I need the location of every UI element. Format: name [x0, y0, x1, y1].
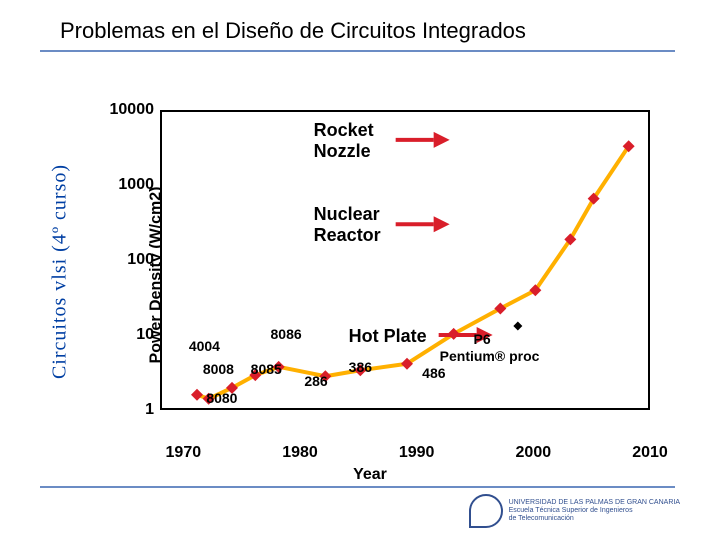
y-tick-label: 10	[136, 326, 154, 344]
x-tick-label: 1970	[166, 444, 202, 462]
x-tick-label: 2000	[516, 444, 552, 462]
side-course-label: Circuitos vlsi (4º curso)	[49, 142, 72, 402]
x-tick-label: 1990	[399, 444, 435, 462]
logo-icon	[469, 494, 503, 528]
y-tick-label: 1	[145, 401, 154, 419]
proc-label: 8086	[271, 327, 302, 341]
proc-label: 4004	[189, 339, 220, 353]
title-divider	[40, 50, 675, 52]
y-tick-label: 10000	[110, 101, 155, 119]
footer-divider	[40, 486, 675, 488]
proc-label: 8080	[206, 391, 237, 405]
y-tick-label: 1000	[118, 176, 154, 194]
proc-label: 486	[422, 366, 445, 380]
slide-title: Problemas en el Diseño de Circuitos Inte…	[60, 18, 526, 44]
annotation-label: Hot Plate	[349, 326, 427, 347]
annotation-label: RocketNozzle	[314, 120, 374, 162]
x-tick-label: 1980	[282, 444, 318, 462]
proc-label: P6	[474, 332, 491, 346]
footer-line3: de Telecomunicación	[509, 515, 680, 523]
y-tick-label: 100	[127, 251, 154, 269]
annotation-label: NuclearReactor	[314, 204, 381, 246]
plot-area: 4004 8008 8080 8085 8086 286 386 486 Pentium® pr…	[160, 110, 650, 410]
footer-line1: UNIVERSIDAD DE LAS PALMAS DE GRAN CANARI…	[509, 499, 680, 507]
x-axis-title: Year	[353, 466, 387, 484]
footer-logo-block: UNIVERSIDAD DE LAS PALMAS DE GRAN CANARI…	[469, 494, 680, 528]
proc-label: Pentium® proc	[440, 349, 540, 363]
proc-label: 8008	[203, 362, 234, 376]
proc-label: 286	[304, 374, 327, 388]
proc-label: 8085	[251, 362, 282, 376]
chart-svg	[162, 112, 652, 412]
logo-text: UNIVERSIDAD DE LAS PALMAS DE GRAN CANARI…	[509, 499, 680, 523]
power-density-chart: Power Density (W/cm2) Year 4004800880808…	[90, 110, 650, 440]
x-tick-label: 2010	[632, 444, 668, 462]
proc-label: 386	[349, 360, 372, 374]
footer-line2: Escuela Técnica Superior de Ingenieros	[509, 507, 680, 515]
